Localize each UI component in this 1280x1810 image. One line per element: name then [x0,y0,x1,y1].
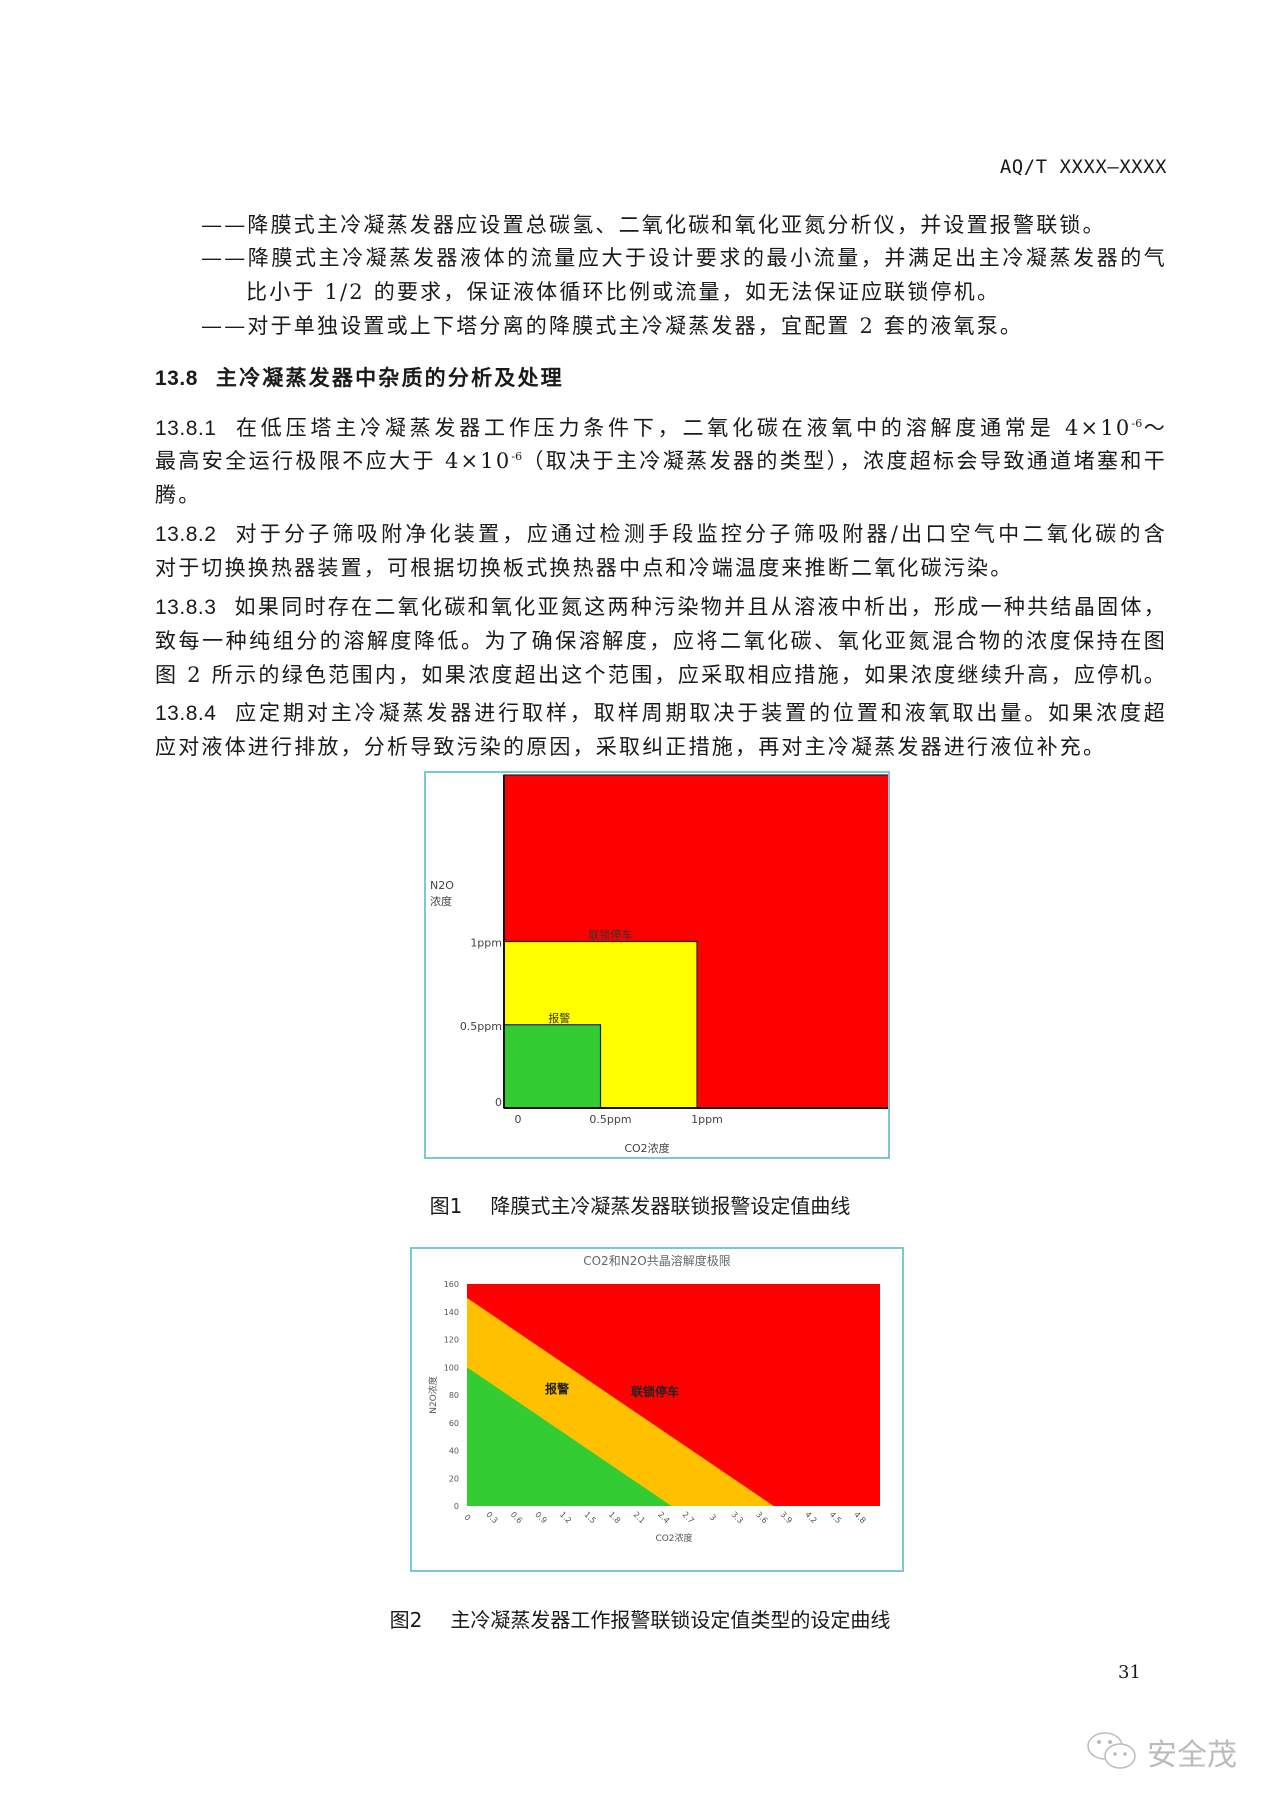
clause-13-8-1-line: 13.8.1 在低压塔主冷凝蒸发器工作压力条件下，二氧化碳在液氧中的溶解度通常是 … [155,414,1167,442]
y-tick-label: 20 [449,1474,459,1483]
x-tick-label: 4.2 [803,1510,818,1525]
region-2 [503,1024,602,1109]
y-tick-label: 0.5ppm [460,1020,502,1033]
clause-13-8-3-line: 图 2 所示的绿色范围内，如果浓度超出这个范围，应采取相应措施，如果浓度继续升高… [155,663,1167,687]
y-tick-label: 0 [454,1502,459,1511]
x-axis-label: CO2浓度 [624,1141,669,1155]
x-tick-label: 0 [462,1513,472,1523]
figure-2-caption: 图2 主冷凝蒸发器工作报警联锁设定值类型的设定曲线 [0,1604,1280,1633]
x-tick-label: 1.5 [582,1510,597,1525]
x-tick-label: 1ppm [691,1113,723,1126]
x-tick-label: 4.5 [828,1510,843,1525]
figure-caption-text: 降膜式主冷凝蒸发器联锁报警设定值曲线 [490,1194,851,1218]
text: 对于分子筛吸附净化装置，应通过检测手段监控分子筛吸附器/出口空气中二氧化碳的含量… [234,522,1167,546]
figure-label: 图1 [429,1194,463,1218]
region-label: 报警 [545,1381,569,1396]
x-tick-label: 3 [708,1513,718,1523]
region-label: 联锁停车 [631,1384,679,1399]
text: （取决于主冷凝蒸发器的类型），浓度超标会导致通道堵塞和干沸 [522,449,1167,473]
clause-13-8-2-line: 13.8.2 对于分子筛吸附净化装置，应通过检测手段监控分子筛吸附器/出口空气中二… [155,520,1167,548]
x-tick-label: 4.8 [852,1510,867,1525]
bullet-line: ——降膜式主冷凝蒸发器液体的流量应大于设计要求的最小流量，并满足出主冷凝蒸发器的… [201,246,1167,270]
clause-number: 13.8.4 [155,702,217,725]
x-tick-label: 2.4 [656,1510,671,1525]
y-axis-label: N2O [430,879,454,892]
text: ～5×10 [1142,416,1167,440]
text: 应定期对主冷凝蒸发器进行取样，取样周期取决于装置的位置和液氧取出量。如果浓度超标… [234,701,1167,725]
clause-13-8-1-line: 腾。 [155,483,202,507]
clause-13-8-4-line: 13.8.4 应定期对主冷凝蒸发器进行取样，取样周期取决于装置的位置和液氧取出量。… [155,699,1167,727]
clause-number: 13.8.1 [155,417,217,440]
text: 在低压塔主冷凝蒸发器工作压力条件下，二氧化碳在液氧中的溶解度通常是 4×10 [234,416,1132,440]
y-axis-label: N2O浓度 [427,1376,439,1414]
watermark-text: 安全茂 [1147,1738,1237,1773]
x-tick-label: 0.9 [533,1510,548,1525]
x-tick-label: 3.3 [730,1510,745,1525]
superscript: -6 [511,450,523,463]
region-label: 联锁停车 [589,928,633,942]
bullet-line: ——降膜式主冷凝蒸发器应设置总碳氢、二氧化碳和氧化亚氮分析仪，并设置报警联锁。 [201,213,1106,237]
x-tick-label: 3.6 [754,1510,769,1525]
x-tick-label: 1.8 [607,1510,622,1525]
document-code: AQ/T XXXX—XXXX [999,156,1167,178]
y-tick-label: 0 [495,1096,502,1109]
superscript: -6 [1131,417,1143,430]
clause-13-8-3-line: 13.8.3 如果同时存在二氧化碳和氧化亚氮这两种污染物并且从溶液中析出，形成一种… [155,593,1167,621]
x-tick-label: 2.1 [631,1510,646,1525]
x-tick-label: 0.5ppm [589,1113,631,1126]
figure-label: 图2 [389,1608,423,1632]
x-tick-label: 0.3 [484,1510,499,1525]
y-tick-label: 140 [444,1308,459,1317]
x-tick-label: 1.2 [558,1510,573,1525]
watermark: 安全茂 [1085,1730,1237,1774]
y-tick-label: 100 [444,1363,459,1372]
figure-1-chart: 0 0.5ppm 1ppm 0 0.5ppm 1ppm N2O 浓度 CO2浓度 联锁停车报警 [424,771,890,1159]
x-axis-label: CO2浓度 [655,1532,692,1544]
wechat-icon [1087,1732,1136,1769]
figure-2-svg: CO2和N2O共晶溶解度极限 0 20 40 60 80 100 120 140 160 0 0.3 0… [427,1253,880,1544]
x-tick-label: 3.9 [779,1510,794,1525]
figure-1-caption: 图1 降膜式主冷凝蒸发器联锁报警设定值曲线 [0,1190,1280,1219]
clause-13-8-2-line: 对于切换换热器装置，可根据切换板式换热器中点和冷端温度来推断二氧化碳污染。 [155,556,1014,580]
y-axis-label: 浓度 [430,894,452,908]
clause-number: 13.8.3 [155,596,217,619]
section-title: 主冷凝蒸发器中杂质的分析及处理 [215,366,564,390]
bullet-line: 比小于 1/2 的要求，保证液体循环比例或流量，如无法保证应联锁停机。 [246,280,1001,304]
clause-13-8-3-line: 致每一种纯组分的溶解度降低。为了确保溶解度，应将二氧化碳、氧化亚氮混合物的浓度保… [155,629,1167,653]
page-number: 31 [1118,1662,1141,1683]
y-tick-label: 60 [449,1419,459,1428]
figure-2-chart: CO2和N2O共晶溶解度极限 0 20 40 60 80 100 120 140 160 0 0.3 0… [410,1247,904,1572]
y-tick-label: 40 [449,1447,459,1456]
section-heading: 13.8 主冷凝蒸发器中杂质的分析及处理 [155,364,564,393]
region-label: 报警 [548,1011,570,1025]
x-tick-label: 0.6 [509,1510,524,1525]
y-tick-label: 1ppm [470,937,502,950]
clause-number: 13.8.2 [155,523,217,546]
y-tick-label: 160 [444,1280,459,1289]
text: 如果同时存在二氧化碳和氧化亚氮这两种污染物并且从溶液中析出，形成一种共结晶固体，… [234,595,1167,619]
x-tick-label: 2.7 [680,1510,695,1525]
y-tick-label: 80 [449,1391,459,1400]
x-tick-label: 0 [515,1113,522,1126]
clause-13-8-1-line: 最高安全运行极限不应大于 4×10-6（取决于主冷凝蒸发器的类型），浓度超标会导… [155,447,1167,475]
chart-title: CO2和N2O共晶溶解度极限 [583,1253,731,1268]
y-tick-label: 120 [444,1336,459,1345]
text: 最高安全运行极限不应大于 4×10 [155,449,512,473]
figure-caption-text: 主冷凝蒸发器工作报警联锁设定值类型的设定曲线 [450,1608,891,1632]
section-number: 13.8 [155,367,198,390]
clause-13-8-4-line: 应对液体进行排放，分析导致污染的原因，采取纠正措施，再对主冷凝蒸发器进行液位补充… [155,735,1107,759]
bullet-line: ——对于单独设置或上下塔分离的降膜式主冷凝蒸发器，宜配置 2 套的液氧泵。 [201,314,1024,338]
